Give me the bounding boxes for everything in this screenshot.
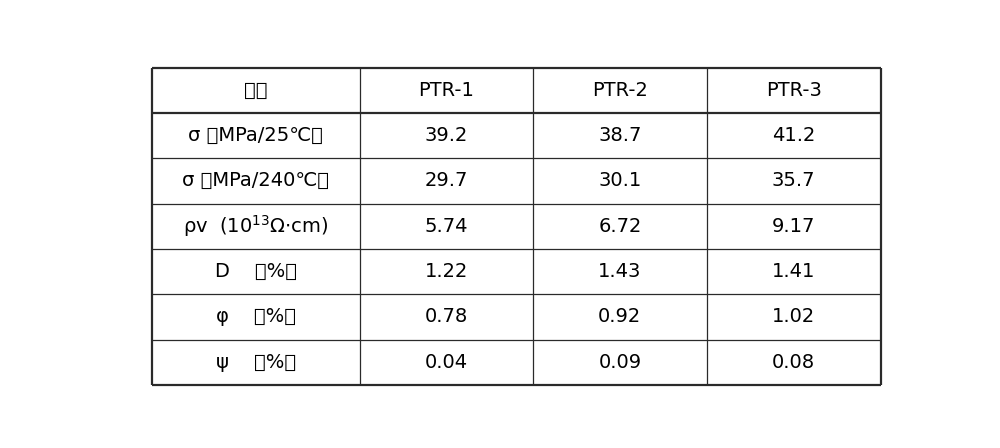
- Text: 试样: 试样: [244, 81, 268, 100]
- Text: 0.92: 0.92: [598, 307, 641, 327]
- Text: φ    （%）: φ （%）: [216, 307, 296, 327]
- Text: 0.78: 0.78: [425, 307, 468, 327]
- Text: 0.04: 0.04: [425, 353, 468, 372]
- Text: 0.09: 0.09: [598, 353, 641, 372]
- Text: D    （%）: D （%）: [215, 262, 297, 281]
- Text: 1.43: 1.43: [598, 262, 642, 281]
- Text: PTR-2: PTR-2: [592, 81, 648, 100]
- Text: PTR-3: PTR-3: [766, 81, 822, 100]
- Text: 6.72: 6.72: [598, 217, 642, 236]
- Text: 1.22: 1.22: [425, 262, 468, 281]
- Text: σ （MPa/25℃）: σ （MPa/25℃）: [188, 126, 323, 145]
- Text: 30.1: 30.1: [598, 172, 641, 190]
- Text: 9.17: 9.17: [772, 217, 815, 236]
- Text: 39.2: 39.2: [425, 126, 468, 145]
- Text: PTR-1: PTR-1: [419, 81, 474, 100]
- Text: 38.7: 38.7: [598, 126, 642, 145]
- Text: 29.7: 29.7: [425, 172, 468, 190]
- Text: 1.41: 1.41: [772, 262, 815, 281]
- Text: 5.74: 5.74: [425, 217, 468, 236]
- Text: σ （MPa/240℃）: σ （MPa/240℃）: [182, 172, 329, 190]
- Text: 0.08: 0.08: [772, 353, 815, 372]
- Text: ψ    （%）: ψ （%）: [216, 353, 296, 372]
- Text: 35.7: 35.7: [772, 172, 815, 190]
- Text: 1.02: 1.02: [772, 307, 815, 327]
- Text: $\mathregular{\rho}$v  $\mathregular{(10^{13}\Omega{\cdot}cm)}$: $\mathregular{\rho}$v $\mathregular{(10^…: [183, 213, 329, 239]
- Text: 41.2: 41.2: [772, 126, 815, 145]
